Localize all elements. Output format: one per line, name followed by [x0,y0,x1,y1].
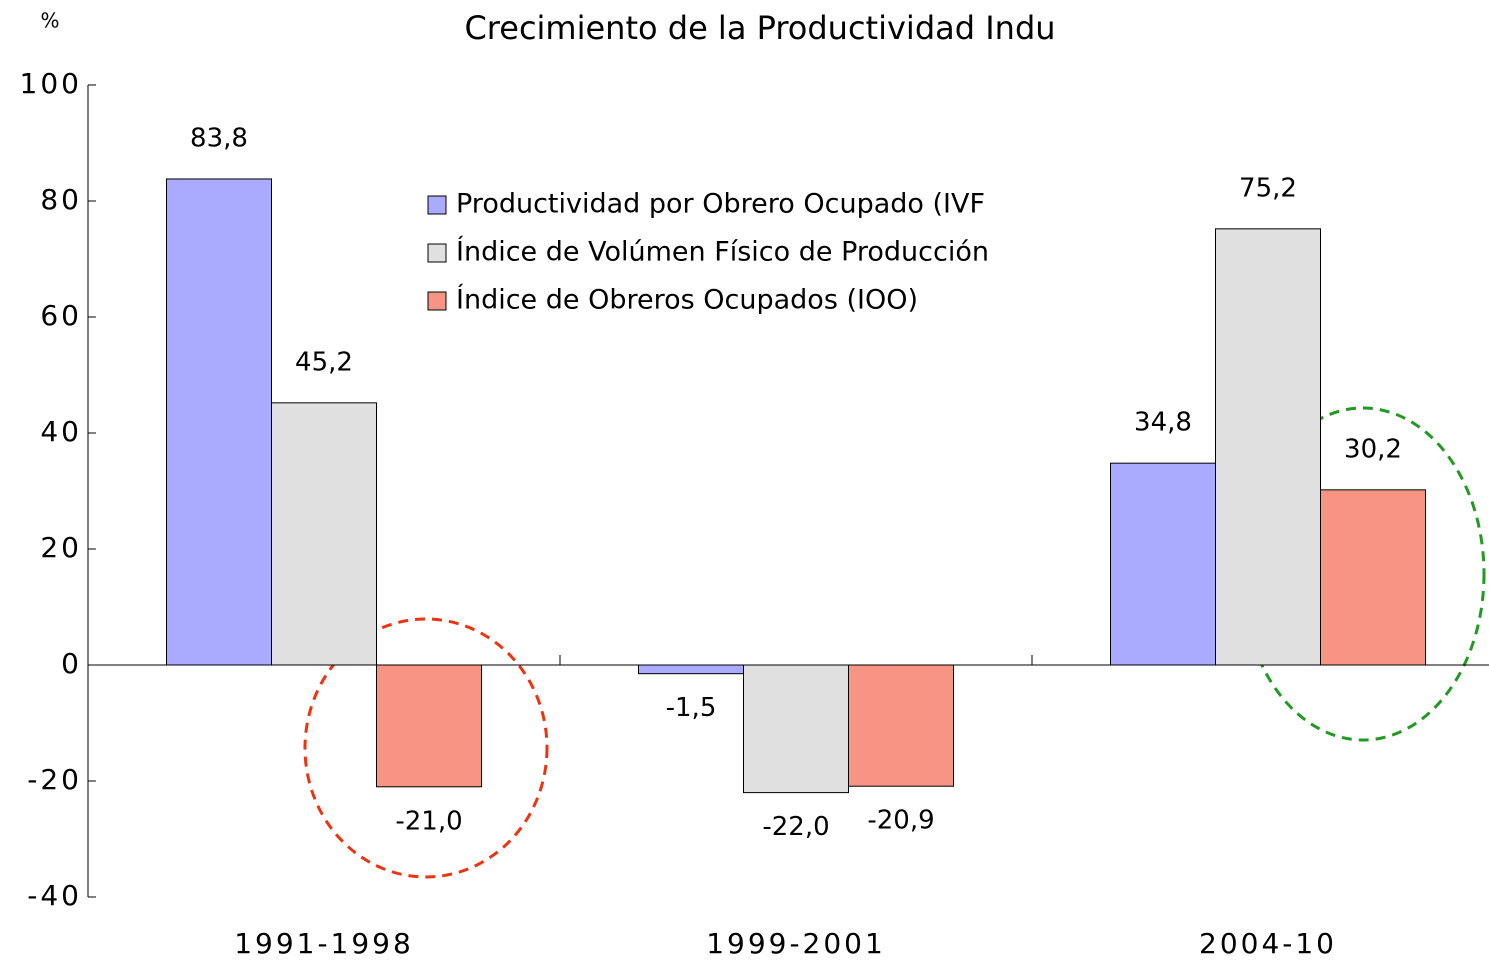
legend-swatch [427,195,447,215]
bar [848,664,954,787]
data-label: 45,2 [295,347,353,377]
y-tick-label: 20 [40,531,82,564]
y-tick-label: 80 [40,183,82,216]
y-tick-label: -40 [27,879,82,912]
x-tick-label: 2004-10 [1199,927,1337,960]
bar [1110,462,1216,666]
legend-label: Índice de Volúmen Físico de Producción [456,236,989,268]
data-label: 34,8 [1134,408,1192,438]
y-tick-label: 100 [20,67,82,100]
y-tick-label: 0 [61,647,82,680]
legend-label: Productividad por Obrero Ocupado (IVF [456,189,985,220]
y-tick-label: 40 [40,415,82,448]
bar [271,402,377,666]
bar [1215,228,1321,666]
data-label: 30,2 [1344,434,1402,464]
bar [638,664,744,675]
legend-swatch [427,291,447,311]
y-axis-label: % [40,9,59,33]
bar [376,664,482,788]
y-tick-label: 60 [40,299,82,332]
highlight-circle [303,617,549,879]
chart-title: Crecimiento de la Productividad Indu [464,9,1055,47]
bar [166,178,272,666]
bar [1320,489,1426,666]
legend-label: Índice de Obreros Ocupados (IOO) [456,284,918,316]
data-label: -1,5 [666,693,717,723]
x-tick-label: 1999-2001 [706,927,886,960]
legend-swatch [427,243,447,263]
bar [743,664,849,794]
y-tick-label: -20 [27,763,82,796]
data-label: -21,0 [395,806,462,836]
data-label: -22,0 [762,812,829,842]
x-tick-label: 1991-1998 [234,927,414,960]
data-label: 83,8 [190,123,248,153]
highlight-circle [1240,406,1486,742]
data-label: -20,9 [867,806,934,836]
data-label: 75,2 [1239,173,1297,203]
